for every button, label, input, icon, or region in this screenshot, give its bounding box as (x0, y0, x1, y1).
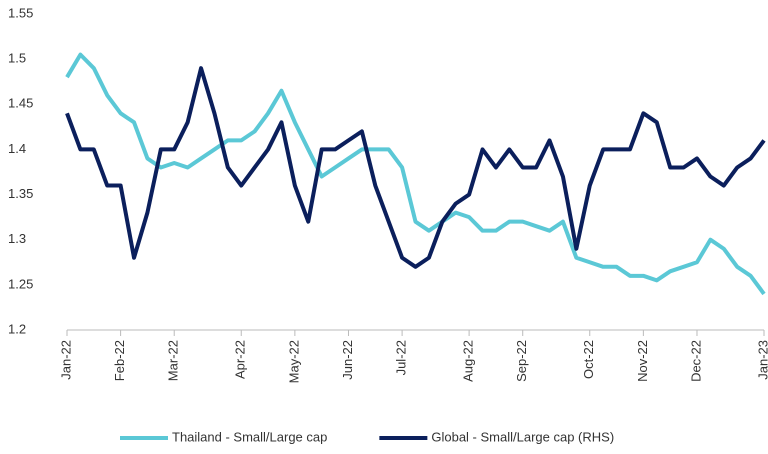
y-tick-label: 1.45 (8, 96, 33, 111)
legend-label: Thailand - Small/Large cap (172, 429, 327, 444)
y-tick-label: 1.35 (8, 186, 33, 201)
x-tick-label: Mar-22 (166, 340, 181, 381)
x-tick-label: Apr-22 (233, 340, 248, 379)
y-tick-label: 1.25 (8, 276, 33, 291)
x-tick-label: Jan-22 (58, 340, 73, 380)
x-tick-label: May-22 (286, 340, 301, 383)
y-tick-label: 1.3 (8, 231, 26, 246)
y-tick-label: 1.5 (8, 51, 26, 66)
line-series (65, 52, 766, 296)
y-tick-label: 1.4 (8, 141, 26, 156)
x-tick-label: Feb-22 (112, 340, 127, 381)
x-tick-label: Nov-22 (635, 340, 650, 382)
y-tick-label: 1.2 (8, 321, 26, 336)
x-tick-label: Jun-22 (340, 340, 355, 380)
x-tick-label: Sep-22 (514, 340, 529, 382)
y-tick-label: 1.55 (8, 5, 33, 20)
x-tick-label: Aug-22 (461, 340, 476, 382)
x-tick-label: Dec-22 (688, 340, 703, 382)
x-tick-label: Oct-22 (581, 340, 596, 379)
legend-label: Global - Small/Large cap (RHS) (431, 429, 614, 444)
x-tick-label: Jan-23 (755, 340, 768, 380)
x-tick-label: Jul-22 (394, 340, 409, 375)
line-series (65, 66, 766, 269)
